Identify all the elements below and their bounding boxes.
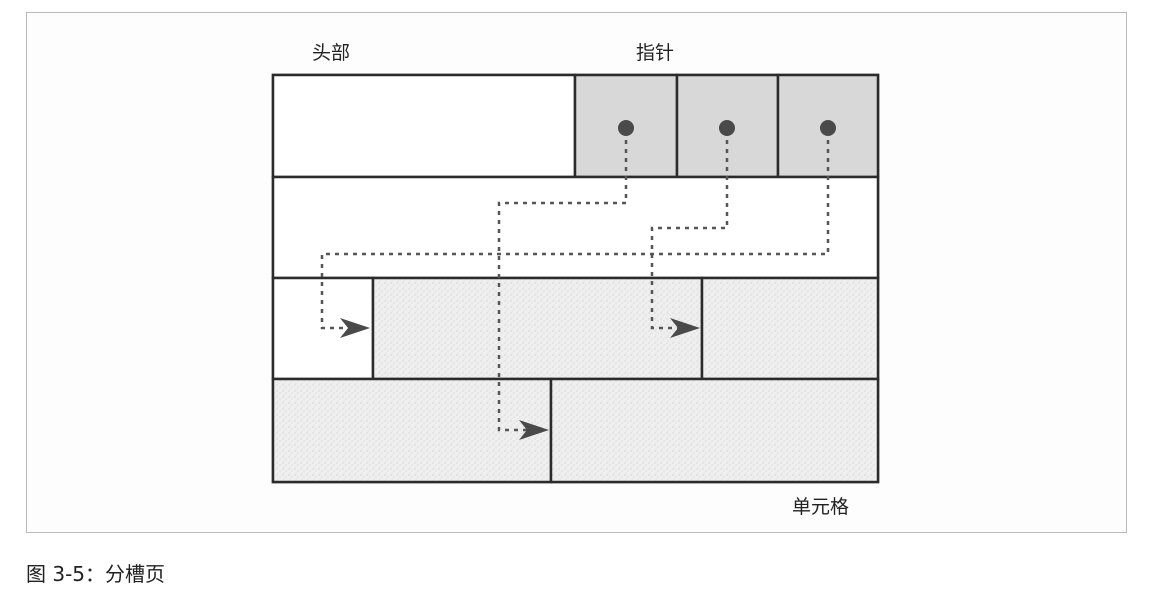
figure-caption: 图 3-5：分槽页 [26, 562, 166, 586]
pointer-path [320, 140, 830, 330]
arrow-head [519, 420, 549, 440]
cell-block [700, 276, 880, 381]
page-header-block [271, 73, 577, 179]
header-label: 头部 [312, 42, 351, 64]
pointer-dot [618, 120, 634, 136]
pointer-dot [719, 120, 735, 136]
pointer-path [497, 140, 628, 432]
arrow-head [340, 318, 370, 338]
arrow-head [670, 318, 700, 338]
pointer-dot [820, 120, 836, 136]
cell-block [549, 377, 880, 484]
cell-label: 单元格 [792, 496, 850, 518]
pointer-path [650, 140, 729, 330]
cell-block [271, 377, 553, 484]
cell-block [371, 276, 704, 381]
free-space-row [271, 175, 880, 280]
pointer-label: 指针 [636, 42, 675, 64]
